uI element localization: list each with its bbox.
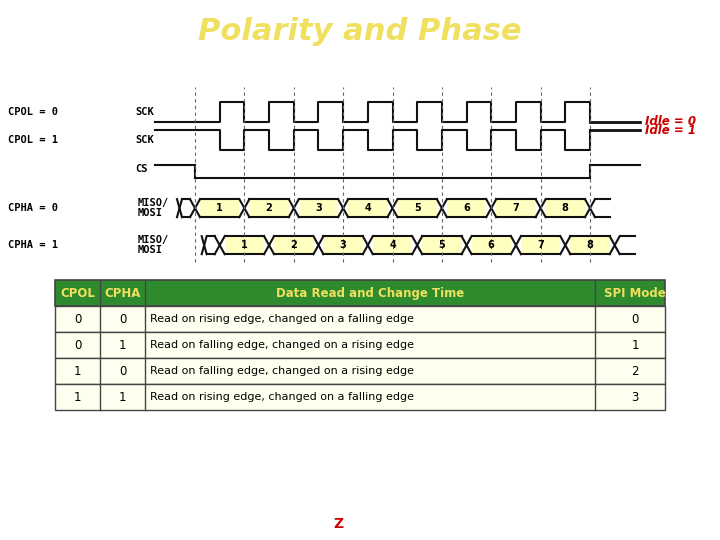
Text: 1: 1 bbox=[119, 339, 126, 352]
Bar bbox=[200, 199, 239, 217]
Text: 0: 0 bbox=[119, 313, 126, 326]
Bar bbox=[55, 306, 665, 332]
Bar bbox=[225, 236, 264, 254]
Text: 3: 3 bbox=[340, 240, 346, 250]
Text: SPI Mode: SPI Mode bbox=[604, 287, 666, 300]
Text: CPOL = 0: CPOL = 0 bbox=[8, 107, 58, 117]
Bar bbox=[397, 199, 437, 217]
Text: MOSI: MOSI bbox=[138, 208, 163, 218]
Text: 1: 1 bbox=[73, 391, 81, 404]
Bar bbox=[373, 236, 412, 254]
Bar bbox=[546, 199, 585, 217]
Bar bbox=[447, 199, 486, 217]
Text: 4: 4 bbox=[389, 240, 396, 250]
Bar bbox=[496, 199, 536, 217]
Bar bbox=[274, 236, 313, 254]
Bar bbox=[55, 358, 665, 384]
Text: SCK: SCK bbox=[135, 107, 154, 117]
Text: 8: 8 bbox=[587, 240, 593, 250]
Text: CPHA = 1: CPHA = 1 bbox=[8, 240, 58, 250]
Text: 2: 2 bbox=[290, 240, 297, 250]
Text: 2: 2 bbox=[631, 364, 639, 378]
Text: 3: 3 bbox=[631, 391, 639, 404]
Bar bbox=[323, 236, 363, 254]
Text: Read on rising edge, changed on a falling edge: Read on rising edge, changed on a fallin… bbox=[150, 392, 414, 402]
Text: Read on falling edge, changed on a rising edge: Read on falling edge, changed on a risin… bbox=[150, 340, 414, 350]
Text: 2: 2 bbox=[266, 203, 272, 213]
Bar bbox=[299, 199, 338, 217]
Text: 5: 5 bbox=[414, 203, 420, 213]
Text: 1: 1 bbox=[241, 240, 248, 250]
Text: CPHA: CPHA bbox=[104, 287, 140, 300]
Text: 0: 0 bbox=[74, 339, 81, 352]
Text: 1: 1 bbox=[631, 339, 639, 352]
Text: Idle = 1: Idle = 1 bbox=[645, 124, 696, 137]
Text: MISO/: MISO/ bbox=[138, 198, 169, 208]
Bar bbox=[472, 236, 511, 254]
Text: 1: 1 bbox=[119, 391, 126, 404]
Text: MOSI: MOSI bbox=[138, 245, 163, 255]
Text: 6: 6 bbox=[463, 203, 470, 213]
Bar bbox=[348, 199, 387, 217]
Text: Data Read and Change Time: Data Read and Change Time bbox=[276, 287, 464, 300]
Text: Idle = 0: Idle = 0 bbox=[645, 114, 696, 127]
Text: 3: 3 bbox=[315, 203, 322, 213]
Text: 5: 5 bbox=[438, 240, 445, 250]
Text: 7: 7 bbox=[537, 240, 544, 250]
Text: 0: 0 bbox=[119, 364, 126, 378]
Text: 6: 6 bbox=[688, 518, 698, 532]
Text: Nicer: Nicer bbox=[360, 518, 397, 532]
Text: SCK: SCK bbox=[135, 135, 154, 145]
Text: Z: Z bbox=[333, 517, 343, 531]
Text: 1: 1 bbox=[216, 203, 223, 213]
Text: CPOL = 1: CPOL = 1 bbox=[8, 135, 58, 145]
Bar bbox=[249, 199, 289, 217]
Bar bbox=[570, 236, 610, 254]
Text: 6: 6 bbox=[488, 240, 495, 250]
Text: 8: 8 bbox=[562, 203, 569, 213]
Text: MISO/: MISO/ bbox=[138, 235, 169, 245]
Bar bbox=[55, 280, 665, 306]
Bar bbox=[55, 332, 665, 358]
Text: Read on falling edge, changed on a rising edge: Read on falling edge, changed on a risin… bbox=[150, 366, 414, 376]
Text: CPHA = 0: CPHA = 0 bbox=[8, 203, 58, 213]
Text: 1: 1 bbox=[73, 364, 81, 378]
Text: 4: 4 bbox=[364, 203, 372, 213]
Text: 7: 7 bbox=[513, 203, 519, 213]
Text: CS: CS bbox=[135, 164, 148, 174]
Text: Read on rising edge, changed on a falling edge: Read on rising edge, changed on a fallin… bbox=[150, 314, 414, 324]
Bar bbox=[55, 384, 665, 410]
Text: 0: 0 bbox=[631, 313, 639, 326]
Bar bbox=[521, 236, 560, 254]
Text: 0: 0 bbox=[74, 313, 81, 326]
Text: CPOL: CPOL bbox=[60, 287, 95, 300]
Bar bbox=[422, 236, 462, 254]
Text: Polarity and Phase: Polarity and Phase bbox=[198, 17, 522, 45]
